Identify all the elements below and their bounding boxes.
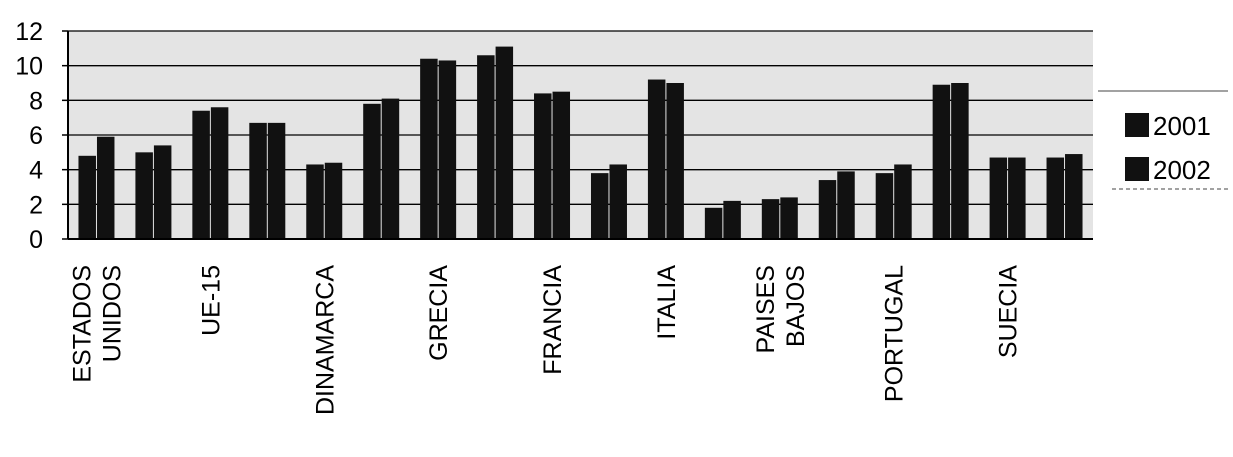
bar-2001-7 [477,55,495,240]
bar-2001-12 [761,199,780,239]
bar-2002-4 [324,162,343,239]
bar-2002-7 [495,46,514,239]
bars [78,46,1083,240]
bar-2001-4 [306,164,324,239]
category-label: UNIDOS [98,265,126,362]
bar-2002-8 [552,91,571,240]
bar-2001-9 [590,173,609,239]
y-tick-label: 10 [15,53,43,81]
x-axis-labels: ESTADOS UNIDOS UE-15 DINAMARCA GRECIA FRANCIA… [68,265,1022,415]
y-axis-ticks: 0 2 4 6 8 10 12 [15,18,68,254]
bar-2001-0 [78,155,96,239]
bar-2001-11 [704,207,723,239]
bar-2002-12 [780,197,798,239]
bar-2001-13 [818,180,837,239]
category-label: PAISES [752,265,780,353]
bar-2002-11 [723,200,741,239]
bar-2002-6 [438,60,457,239]
y-tick-label: 4 [29,157,43,185]
legend-swatch-2001 [1125,113,1149,137]
bar-2002-16 [1008,157,1026,239]
gridlines [68,30,1093,205]
bar-2002-0 [96,136,115,239]
category-label: PORTUGAL [881,265,909,402]
y-tick-label: 12 [15,18,43,46]
bar-2001-3 [249,122,267,239]
bar-2001-14 [875,173,894,239]
category-label: BAJOS [782,265,810,347]
bar-2002-3 [267,122,286,239]
legend-label-2001: 2001 [1153,111,1211,141]
legend: 2001 2002 [1098,90,1228,190]
bar-2002-1 [153,145,172,239]
bar-2002-15 [951,83,969,239]
bar-2001-8 [534,93,552,240]
category-label: SUECIA [995,265,1023,358]
category-label: ITALIA [653,265,681,340]
y-tick-label: 0 [29,226,43,254]
category-label: GRECIA [425,265,453,361]
bar-2001-2 [192,110,210,239]
y-tick-label: 8 [29,87,43,115]
category-label: DINAMARCA [311,265,339,415]
bar-2001-17 [1046,157,1065,239]
legend-label-2002: 2002 [1153,155,1211,185]
bar-2002-14 [894,164,912,239]
category-label: FRANCIA [539,265,567,375]
y-tick-label: 6 [29,122,43,150]
y-tick-label: 2 [29,191,43,219]
bar-2001-10 [647,79,666,240]
bar-2002-17 [1065,154,1083,239]
bar-2002-10 [666,83,684,239]
bar-2001-16 [989,157,1008,239]
legend-swatch-2002 [1125,157,1149,181]
bar-2002-5 [381,98,400,239]
bar-2002-2 [210,107,229,240]
bar-2002-9 [609,164,627,239]
bar-2002-13 [837,171,855,239]
category-label: UE-15 [197,265,225,336]
bar-2001-6 [420,58,438,239]
bar-2001-5 [363,103,381,239]
category-label: ESTADOS [68,265,96,383]
bar-2001-15 [932,84,951,239]
bar-2001-1 [135,152,153,239]
